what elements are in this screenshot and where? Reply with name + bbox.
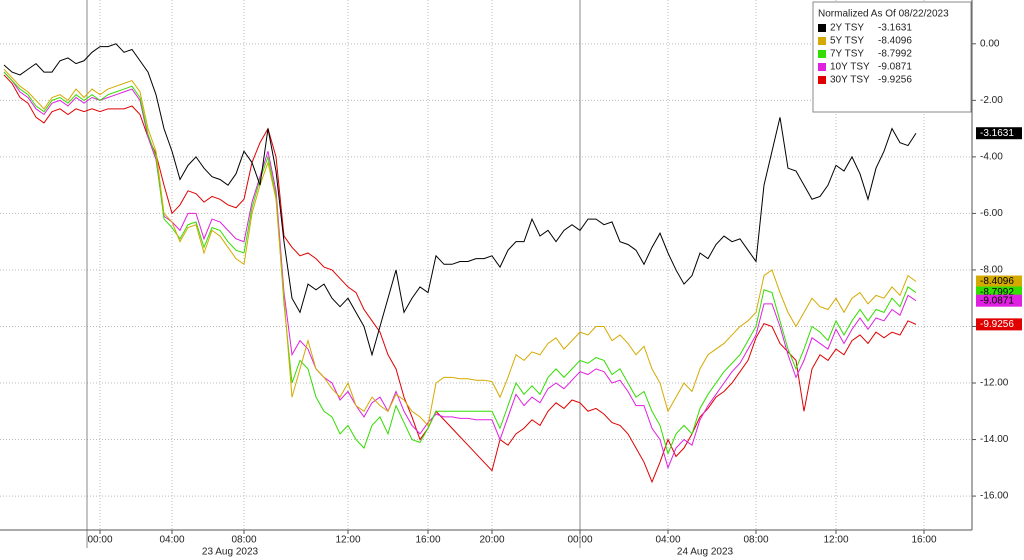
value-tag-label: -9.0871: [980, 295, 1014, 306]
lines: [3, 43, 917, 484]
day-label: 24 Aug 2023: [677, 547, 734, 558]
value-tag: [976, 127, 1022, 140]
legend-label: 2Y TSY: [830, 23, 864, 34]
legend-value: -3.1631: [878, 23, 912, 34]
x-tick-label: 04:00: [159, 535, 184, 546]
series-line: [3, 43, 917, 357]
legend-title: Normalized As Of 08/22/2023: [818, 9, 949, 20]
x-tick-label: 16:00: [911, 535, 936, 546]
y-tick-label: -4.00: [980, 152, 1003, 163]
y-tick-label: -12.00: [980, 378, 1009, 389]
legend: Normalized As Of 08/22/2023 2Y TSY -3.163…: [812, 1, 972, 113]
legend-value: -8.7992: [878, 49, 912, 60]
grid: [0, 0, 972, 530]
axes: 0.00-2.00-4.00-6.00-8.00-10.00-12.00-14.…: [87, 38, 1008, 545]
legend-swatch: [818, 24, 826, 32]
value-tag: [976, 294, 1022, 307]
value-tag: [976, 318, 1022, 331]
x-tick-label: 20:00: [479, 535, 504, 546]
x-tick-label: 04:00: [655, 535, 680, 546]
legend-label: 30Y TSY: [830, 75, 870, 86]
y-tick-label: -8.00: [980, 265, 1003, 276]
day-label: 23 Aug 2023: [202, 547, 259, 558]
legend-swatch: [818, 63, 826, 71]
legend-value: -8.4096: [878, 36, 912, 47]
legend-swatch: [818, 37, 826, 45]
y-tick-label: 0.00: [980, 38, 1000, 49]
x-tick-label: 00:00: [567, 535, 592, 546]
series-line: [3, 68, 917, 427]
value-tag-label: -8.4096: [980, 276, 1014, 287]
y-tick-label: -16.00: [980, 491, 1009, 502]
series-line: [3, 71, 917, 456]
x-tick-label: 00:00: [87, 535, 112, 546]
legend-label: 5Y TSY: [830, 36, 864, 47]
value-tag-label: -3.1631: [980, 128, 1014, 139]
legend-label: 7Y TSY: [830, 49, 864, 60]
x-tick-label: 16:00: [415, 535, 440, 546]
legend-swatch: [818, 50, 826, 58]
value-tag: [976, 275, 1022, 288]
y-tick-label: -14.00: [980, 434, 1009, 445]
value-tags: -3.1631 -8.4096-8.7992-9.0871 -9.9256: [976, 127, 1022, 331]
legend-value: -9.0871: [878, 62, 912, 73]
legend-label: 10Y TSY: [830, 62, 870, 73]
y-tick-label: -6.00: [980, 208, 1003, 219]
x-tick-label: 12:00: [823, 535, 848, 546]
value-tag-label: -9.9256: [980, 319, 1014, 330]
x-tick-label: 08:00: [231, 535, 256, 546]
x-tick-label: 08:00: [743, 535, 768, 546]
legend-value: -9.9256: [878, 75, 912, 86]
legend-swatch: [818, 76, 826, 84]
value-tag-label: -8.7992: [980, 287, 1014, 298]
y-tick-label: -2.00: [980, 95, 1003, 106]
x-tick-label: 12:00: [335, 535, 360, 546]
legend-box: [812, 1, 972, 113]
